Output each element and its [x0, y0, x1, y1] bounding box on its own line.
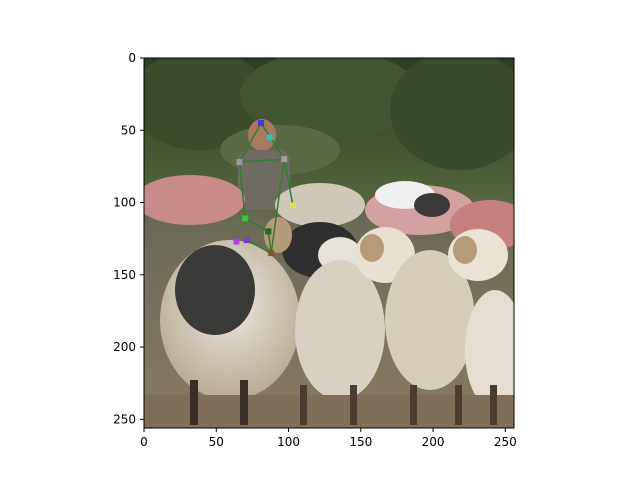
- x-tick-label: 50: [209, 435, 224, 449]
- photo-image: [144, 58, 514, 428]
- y-tick-label: 150: [113, 268, 136, 282]
- axes-frame: [143, 57, 515, 429]
- y-tick-label: 200: [113, 340, 136, 354]
- x-tick-label: 100: [277, 435, 300, 449]
- skeleton-segment: [267, 231, 272, 254]
- keypoint-marker: [268, 250, 275, 257]
- keypoint-marker: [289, 202, 296, 209]
- keypoint-marker: [233, 238, 240, 245]
- skeleton-segment: [283, 159, 294, 206]
- skeleton-segment: [238, 161, 246, 219]
- keypoint-marker: [258, 120, 265, 127]
- keypoint-marker: [266, 134, 273, 141]
- y-tick-label: 50: [121, 123, 136, 137]
- skeleton-segment: [238, 122, 262, 163]
- keypoint-marker: [236, 159, 243, 166]
- skeleton-segment: [260, 122, 285, 160]
- pose-skeleton: [238, 122, 294, 254]
- y-tick-label: 250: [113, 412, 136, 426]
- keypoint-marker: [281, 156, 288, 163]
- x-axis: 0 50 100 150 200 250: [140, 428, 517, 449]
- x-tick-label: 200: [422, 435, 445, 449]
- keypoint-marker: [243, 237, 250, 244]
- skeleton-segment: [244, 217, 269, 233]
- y-axis: 0 50 100 150 200 250: [113, 51, 144, 426]
- skeleton-segment: [239, 158, 285, 163]
- y-tick-label: 0: [128, 51, 136, 65]
- x-tick-label: 150: [349, 435, 372, 449]
- x-tick-label: 250: [494, 435, 517, 449]
- y-tick-label: 100: [113, 196, 136, 210]
- skeleton-segment: [270, 159, 285, 254]
- keypoint-marker: [265, 228, 272, 235]
- keypoint-marker: [242, 215, 249, 222]
- x-tick-label: 0: [140, 435, 148, 449]
- pose-keypoints: [233, 120, 296, 257]
- skeleton-segment: [246, 239, 272, 254]
